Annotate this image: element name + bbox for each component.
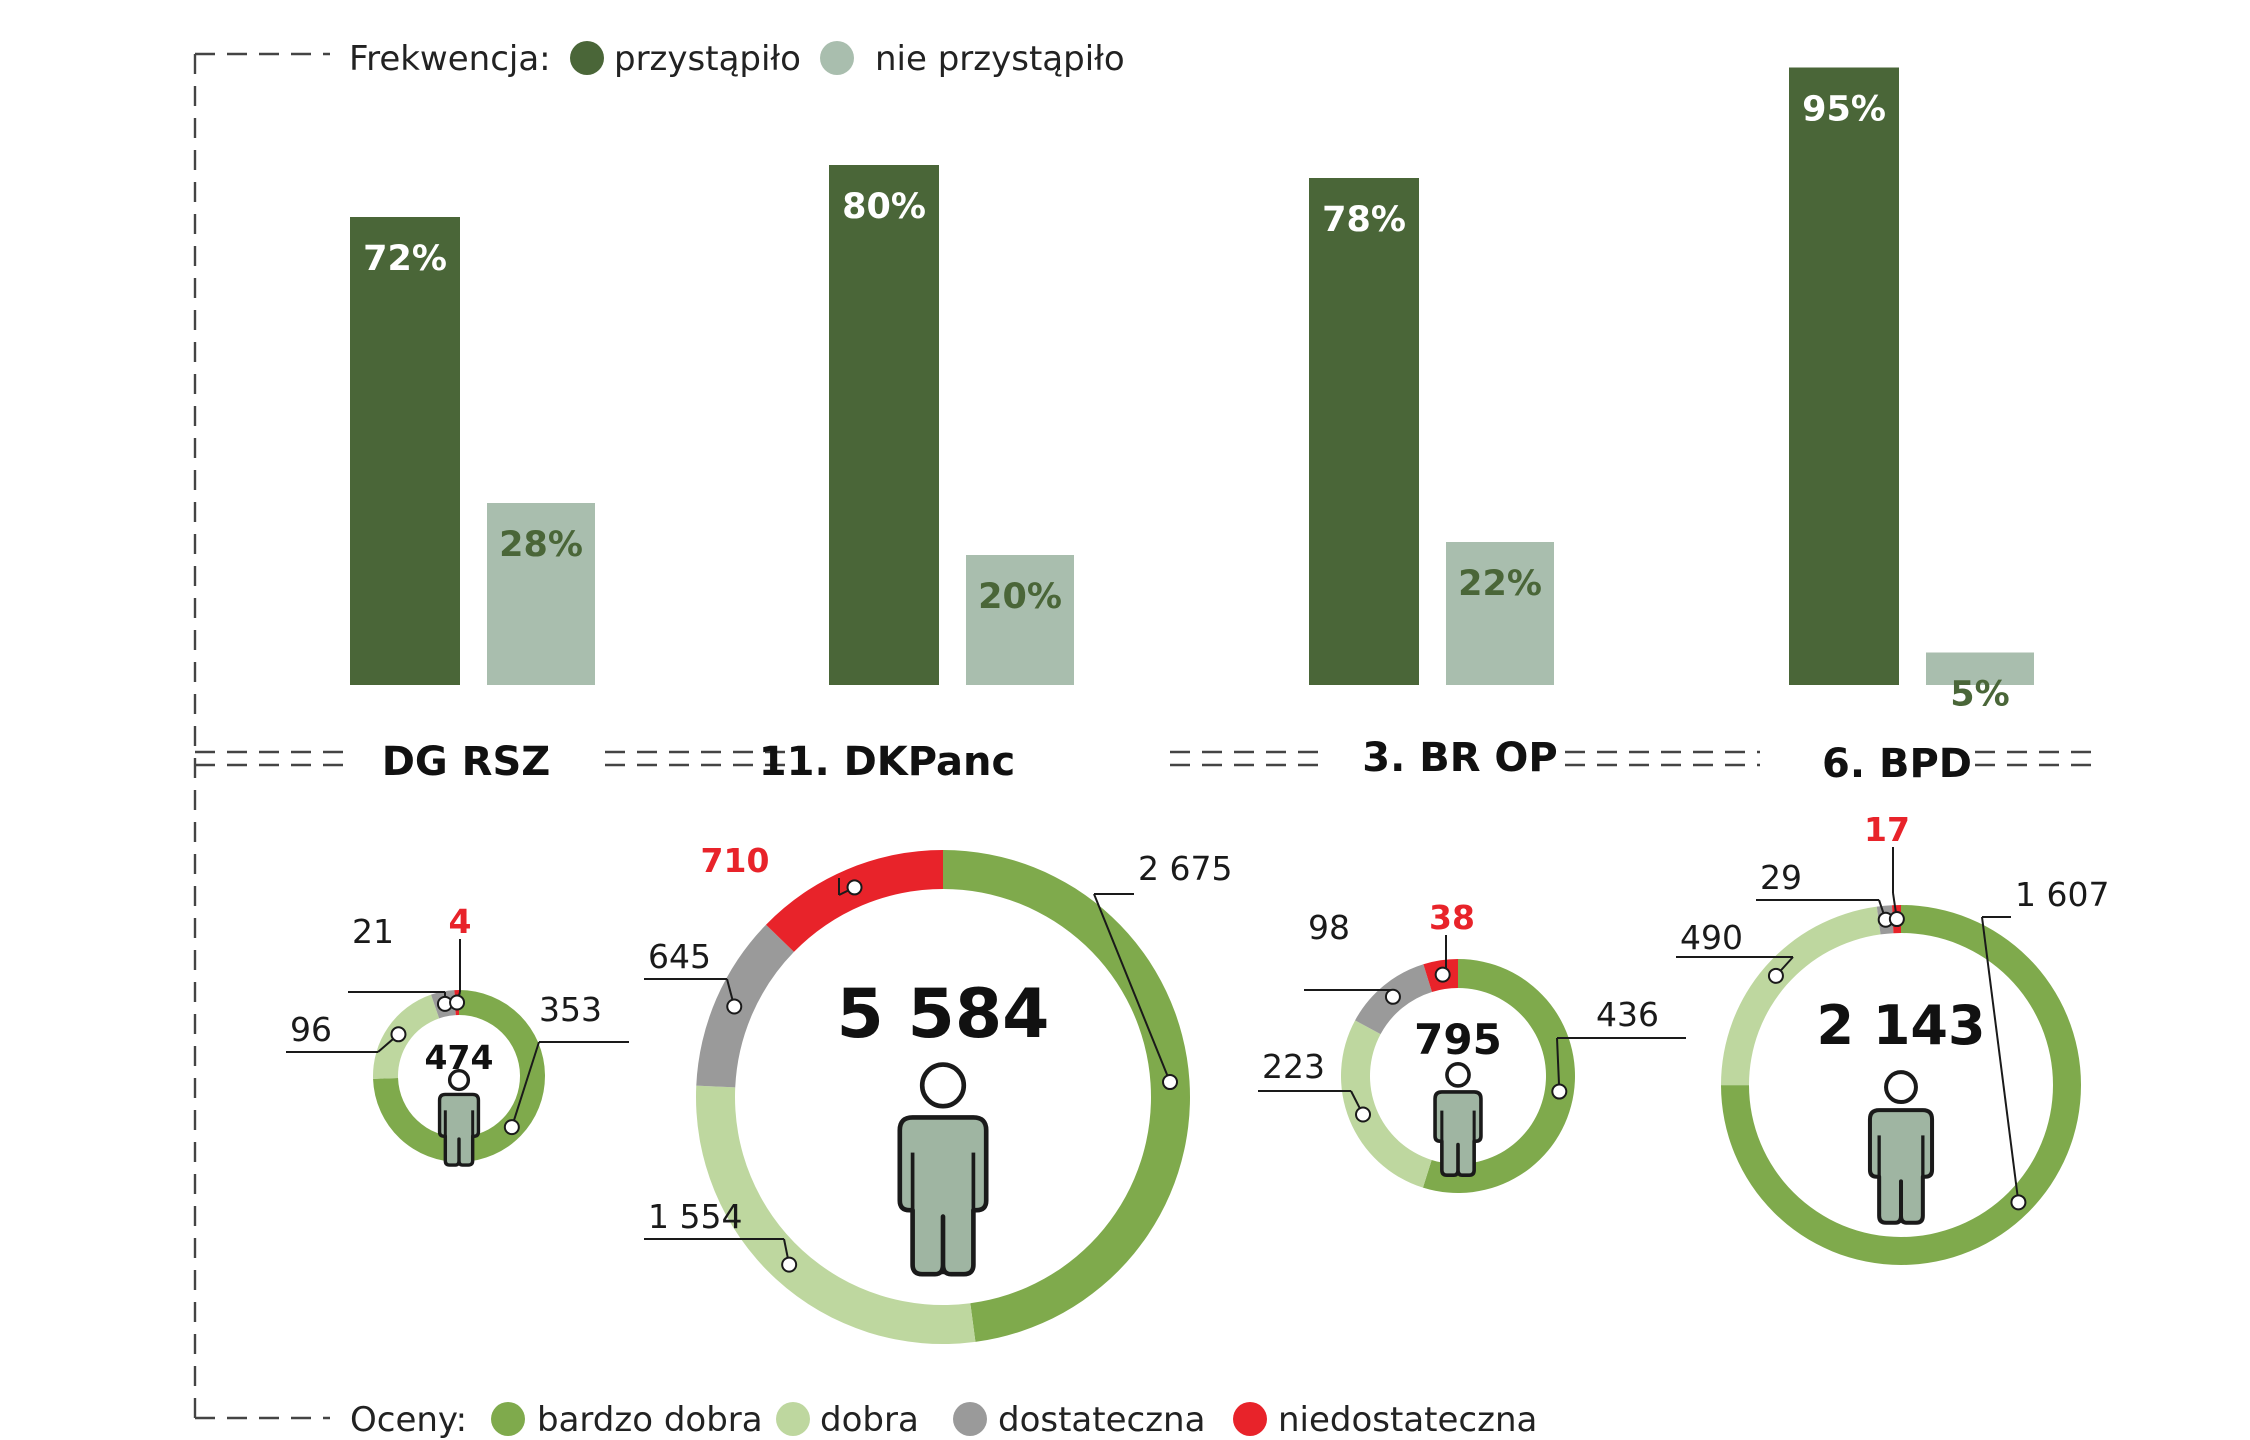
bar-label-not-took: 20%: [978, 577, 1062, 617]
callout-dot: [846, 879, 863, 896]
bar-not-took: [1446, 542, 1554, 685]
person-icon: [1867, 1070, 1935, 1225]
bar-label-not-took: 22%: [1458, 564, 1542, 604]
unit-label: 11. DKPanc: [759, 739, 1015, 785]
legend-swatch-sufficient: [953, 1402, 987, 1436]
bar-label-took: 95%: [1802, 90, 1886, 130]
bar-took: [1309, 178, 1419, 685]
callout-leader: [1093, 893, 1171, 1083]
grade-donut: 5 584 2 675 1 554 645 710: [644, 841, 1232, 1344]
callout-value: 4: [449, 902, 472, 941]
callout-leader: [1556, 1037, 1561, 1092]
legend-swatch-good: [776, 1402, 810, 1436]
callout-value: 2 675: [1138, 849, 1232, 888]
unit-label: DG RSZ: [382, 739, 551, 785]
legend-item-insufficient: niedostateczna: [1278, 1400, 1537, 1440]
callout-dot: [390, 1026, 407, 1043]
callout-dot: [1888, 911, 1905, 928]
turnout-bars: 72% 28% 80% 20% 78% 22% 95% 5%: [350, 67, 2034, 715]
legend-swatch-very-good: [491, 1402, 525, 1436]
segment-very-good: [943, 850, 1191, 1342]
person-head: [447, 1069, 471, 1092]
legend-swatch-took: [570, 41, 604, 75]
person-head: [1884, 1070, 1918, 1105]
callout-dot: [449, 994, 466, 1011]
callout-value: 223: [1262, 1047, 1325, 1086]
bar-label-took: 72%: [363, 239, 447, 279]
callout-value: 17: [1864, 810, 1910, 849]
unit-labels: DG RSZ 11. DKPanc 3. BR OP 6. BPD: [382, 735, 1972, 787]
legend-swatch-insufficient: [1233, 1402, 1267, 1436]
callout-dot: [503, 1119, 520, 1136]
callout-leader: [1981, 916, 2020, 1203]
callout-dot: [1434, 966, 1451, 983]
donut-total: 5 584: [837, 975, 1050, 1054]
person-icon: [437, 1069, 481, 1167]
segment-good: [1341, 1020, 1432, 1188]
bar-label-not-took: 5%: [1950, 675, 2009, 715]
bar-took: [1789, 67, 1899, 685]
callout-leader: [510, 1041, 540, 1128]
legend-item-not-took: nie przystąpiło: [875, 39, 1125, 79]
legend-item-took: przystąpiło: [614, 39, 801, 79]
turnout-legend: Frekwencja: przystąpiło nie przystąpiło: [349, 39, 1125, 79]
callout-value: 21: [352, 912, 394, 951]
donut-total: 2 143: [1816, 994, 1985, 1057]
person-icon: [1433, 1062, 1483, 1177]
callout-value: 353: [539, 990, 602, 1029]
bar-label-took: 78%: [1322, 200, 1406, 240]
callout-dot: [1767, 967, 1784, 984]
segment-sufficient: [696, 924, 794, 1088]
callout-dot: [1162, 1074, 1179, 1091]
grades-legend: Oceny: bardzo dobra dobra dostateczna ni…: [350, 1400, 1537, 1440]
callout-dot: [1551, 1083, 1568, 1100]
callout-value: 38: [1429, 898, 1475, 937]
callout-dot: [1384, 988, 1401, 1005]
callout-value: 645: [648, 937, 711, 976]
turnout-legend-label: Frekwencja:: [349, 39, 551, 79]
callout-value: 710: [701, 841, 770, 880]
legend-item-sufficient: dostateczna: [998, 1400, 1205, 1440]
grades-legend-label: Oceny:: [350, 1400, 467, 1440]
legend-item-good: dobra: [820, 1400, 919, 1440]
unit-label: 3. BR OP: [1362, 735, 1558, 781]
callout-value: 96: [290, 1010, 332, 1049]
person-head: [919, 1062, 967, 1109]
segment-good: [1721, 906, 1881, 1086]
grade-donut: 2 143 1 607 490 29 17: [1676, 810, 2109, 1265]
callout-value: 98: [1308, 908, 1350, 947]
bar-took: [350, 217, 460, 685]
callout-dot: [781, 1256, 798, 1273]
callout-value: 29: [1760, 858, 1802, 897]
bar-took: [829, 165, 939, 685]
bar-not-took: [966, 555, 1074, 685]
bar-not-took: [487, 503, 595, 685]
callout-dot: [2010, 1194, 2027, 1211]
bar-label-not-took: 28%: [499, 525, 583, 565]
segment-good: [696, 1085, 976, 1344]
donut-total: 795: [1414, 1015, 1502, 1064]
unit-label: 6. BPD: [1822, 741, 1972, 787]
legend-swatch-not-took: [820, 41, 854, 75]
person-head: [1445, 1062, 1471, 1088]
grade-donut: 795 436 223 98 38: [1258, 898, 1686, 1193]
segment-insufficient: [766, 850, 943, 952]
callout-value: 490: [1680, 918, 1743, 957]
bar-not-took: [1926, 652, 2034, 685]
callout-dot: [726, 998, 743, 1015]
callout-dot: [1355, 1106, 1372, 1123]
callout-value: 436: [1596, 995, 1659, 1034]
dashed-frame: [193, 52, 2100, 1420]
bar-label-took: 80%: [842, 187, 926, 227]
legend-item-very-good: bardzo dobra: [537, 1400, 763, 1440]
person-icon: [897, 1062, 989, 1277]
callout-value: 1 554: [648, 1197, 742, 1236]
segment-very-good: [1422, 959, 1576, 1193]
callout-value: 1 607: [2015, 875, 2109, 914]
